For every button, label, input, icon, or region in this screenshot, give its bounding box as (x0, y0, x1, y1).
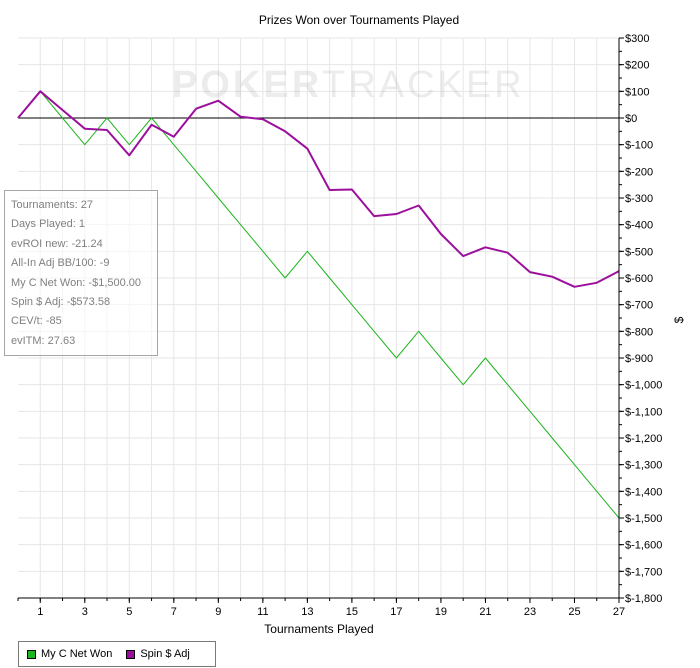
stats-net-won: My C Net Won: -$1,500.00 (11, 276, 142, 289)
legend-label-net-won: My C Net Won (41, 648, 113, 660)
x-tick-label: 19 (435, 606, 447, 618)
x-tick-label: 23 (524, 606, 536, 618)
y-tick-label: $-1,200 (625, 433, 662, 445)
legend-item-spin-adj[interactable]: Spin $ Adj (126, 648, 190, 660)
y-tick-label: $-700 (625, 300, 653, 312)
stats-days-played: Days Played: 1 (11, 218, 85, 231)
x-tick-label: 5 (126, 606, 132, 618)
stats-cev: CEV/t: -85 (11, 315, 62, 328)
stats-evitm: evITM: 27.63 (11, 334, 76, 347)
y-tick-label: $-900 (625, 353, 653, 365)
x-ticks: 1 3 5 7 9 11 13 15 17 19 21 23 25 27 (17, 598, 625, 618)
x-tick-label: 7 (171, 606, 177, 618)
y-tick-label: $-1,700 (625, 566, 662, 578)
x-tick-label: 25 (568, 606, 580, 618)
y-tick-label: $-1,300 (625, 460, 662, 472)
stats-allin-adj: All-In Adj BB/100: -9 (11, 257, 110, 270)
legend-swatch-net-won (27, 649, 36, 659)
legend-swatch-spin-adj (126, 649, 136, 659)
y-tick-label: $100 (625, 86, 649, 98)
pokertracker-watermark: POKERTRACKER (172, 64, 525, 107)
y-tick-label: $-500 (625, 246, 653, 258)
y-tick-label: $-1,500 (625, 513, 662, 525)
x-tick-label: 13 (301, 606, 313, 618)
y-tick-label: $200 (625, 60, 649, 72)
chart-title: Prizes Won over Tournaments Played (259, 13, 459, 27)
y-tick-label: $300 (625, 33, 649, 45)
y-tick-label: $-400 (625, 220, 653, 232)
y-axis-title: $ (672, 316, 686, 323)
stats-tournaments: Tournaments: 27 (11, 199, 93, 211)
y-tick-label: $-1,600 (625, 540, 662, 552)
y-tick-label: $-1,100 (625, 406, 662, 418)
stats-spin-adj: Spin $ Adj: -$573.58 (11, 296, 111, 309)
x-tick-label: 27 (613, 606, 625, 618)
x-tick-label: 9 (215, 606, 221, 618)
x-axis-title: Tournaments Played (264, 622, 373, 636)
x-tick-label: 21 (479, 606, 491, 618)
watermark-bold: POKER (172, 64, 323, 106)
series-line-spin-adj (17, 90, 620, 288)
stats-box: Tournaments: 27 Days Played: 1 evROI new… (4, 190, 158, 356)
x-tick-label: 17 (390, 606, 402, 618)
stats-evroi: evROI new: -21.24 (11, 237, 103, 250)
x-tick-label: 11 (257, 606, 268, 618)
x-tick-label: 3 (82, 606, 88, 618)
y-tick-label: $-1,000 (625, 380, 662, 392)
y-tick-label: $-200 (625, 166, 653, 178)
y-tick-label: $-800 (625, 326, 653, 338)
y-tick-label: $-600 (625, 273, 653, 285)
y-tick-label: $-1,400 (625, 486, 662, 498)
y-tick-label: $-300 (625, 193, 653, 205)
y-ticks: $300 $200 $100 $0 $-100 $-200 $-300 $-400 $-500 $… (619, 33, 662, 605)
series-line-net-won (17, 90, 620, 519)
series-layer (17, 90, 620, 519)
legend: My C Net Won Spin $ Adj (18, 641, 216, 667)
legend-item-net-won[interactable]: My C Net Won (27, 648, 112, 660)
x-tick-label: 1 (37, 606, 43, 618)
legend-label-spin-adj: Spin $ Adj (140, 648, 190, 660)
watermark-thin: TRACKER (322, 64, 525, 106)
y-tick-label: $-1,800 (625, 593, 662, 605)
y-tick-label: $-100 (625, 140, 653, 152)
y-tick-label: $0 (625, 113, 637, 125)
x-tick-label: 15 (346, 606, 358, 618)
